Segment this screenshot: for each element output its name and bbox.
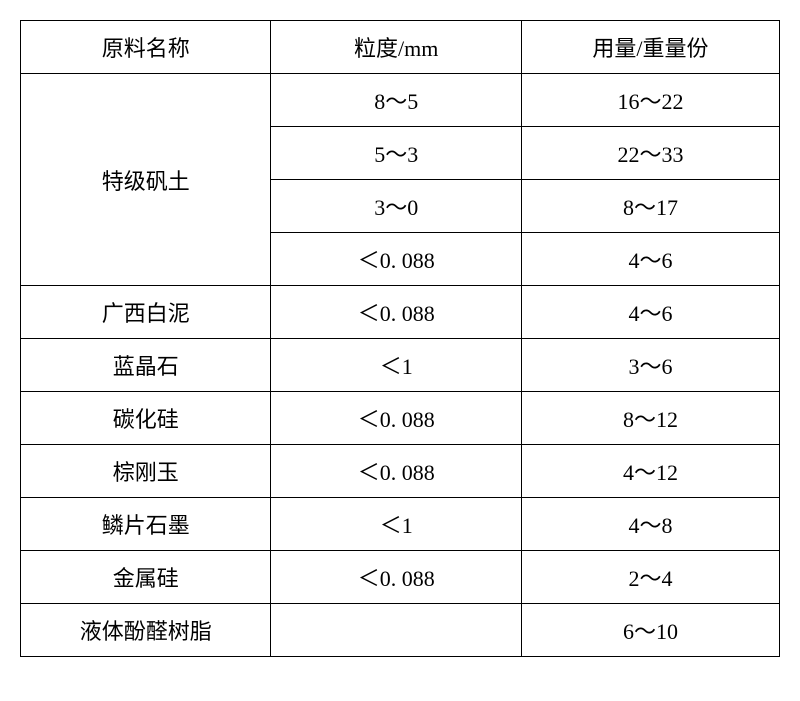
amount-cell: 2～4: [521, 551, 779, 604]
header-amount: 用量/重量份: [521, 21, 779, 74]
size-cell: ＜1: [271, 498, 521, 551]
amount-cell: 8～17: [521, 180, 779, 233]
amount-cell: 4～6: [521, 286, 779, 339]
size-cell: ＜0. 088: [271, 392, 521, 445]
table-header-row: 原料名称 粒度/mm 用量/重量份: [21, 21, 780, 74]
size-cell: 8～5: [271, 74, 521, 127]
amount-cell: 4～12: [521, 445, 779, 498]
amount-cell: 4～8: [521, 498, 779, 551]
size-cell: [271, 604, 521, 657]
amount-cell: 4～6: [521, 233, 779, 286]
material-name-cell: 广西白泥: [21, 286, 271, 339]
table-row: 碳化硅＜0. 0888～12: [21, 392, 780, 445]
amount-cell: 6～10: [521, 604, 779, 657]
header-size: 粒度/mm: [271, 21, 521, 74]
material-name-cell: 金属硅: [21, 551, 271, 604]
material-name-cell: 鳞片石墨: [21, 498, 271, 551]
amount-cell: 22～33: [521, 127, 779, 180]
amount-cell: 3～6: [521, 339, 779, 392]
material-name-cell: 蓝晶石: [21, 339, 271, 392]
table-row: 液体酚醛树脂 6～10: [21, 604, 780, 657]
size-cell: 3～0: [271, 180, 521, 233]
material-name-cell: 液体酚醛树脂: [21, 604, 271, 657]
size-cell: ＜0. 088: [271, 445, 521, 498]
table-row: 广西白泥＜0. 0884～6: [21, 286, 780, 339]
material-name-cell: 碳化硅: [21, 392, 271, 445]
materials-table: 原料名称 粒度/mm 用量/重量份 特级矾土8～516～225～322～333～…: [20, 20, 780, 657]
material-name-cell: 棕刚玉: [21, 445, 271, 498]
size-cell: 5～3: [271, 127, 521, 180]
table-row: 棕刚玉＜0. 0884～12: [21, 445, 780, 498]
amount-cell: 16～22: [521, 74, 779, 127]
table-row: 金属硅＜0. 0882～4: [21, 551, 780, 604]
table-body: 特级矾土8～516～225～322～333～08～17＜0. 0884～6广西白…: [21, 74, 780, 657]
table-row: 特级矾土8～516～22: [21, 74, 780, 127]
size-cell: ＜0. 088: [271, 286, 521, 339]
size-cell: ＜0. 088: [271, 233, 521, 286]
table-row: 鳞片石墨＜14～8: [21, 498, 780, 551]
size-cell: ＜0. 088: [271, 551, 521, 604]
material-name-cell: 特级矾土: [21, 74, 271, 286]
table-row: 蓝晶石＜13～6: [21, 339, 780, 392]
header-name: 原料名称: [21, 21, 271, 74]
size-cell: ＜1: [271, 339, 521, 392]
amount-cell: 8～12: [521, 392, 779, 445]
